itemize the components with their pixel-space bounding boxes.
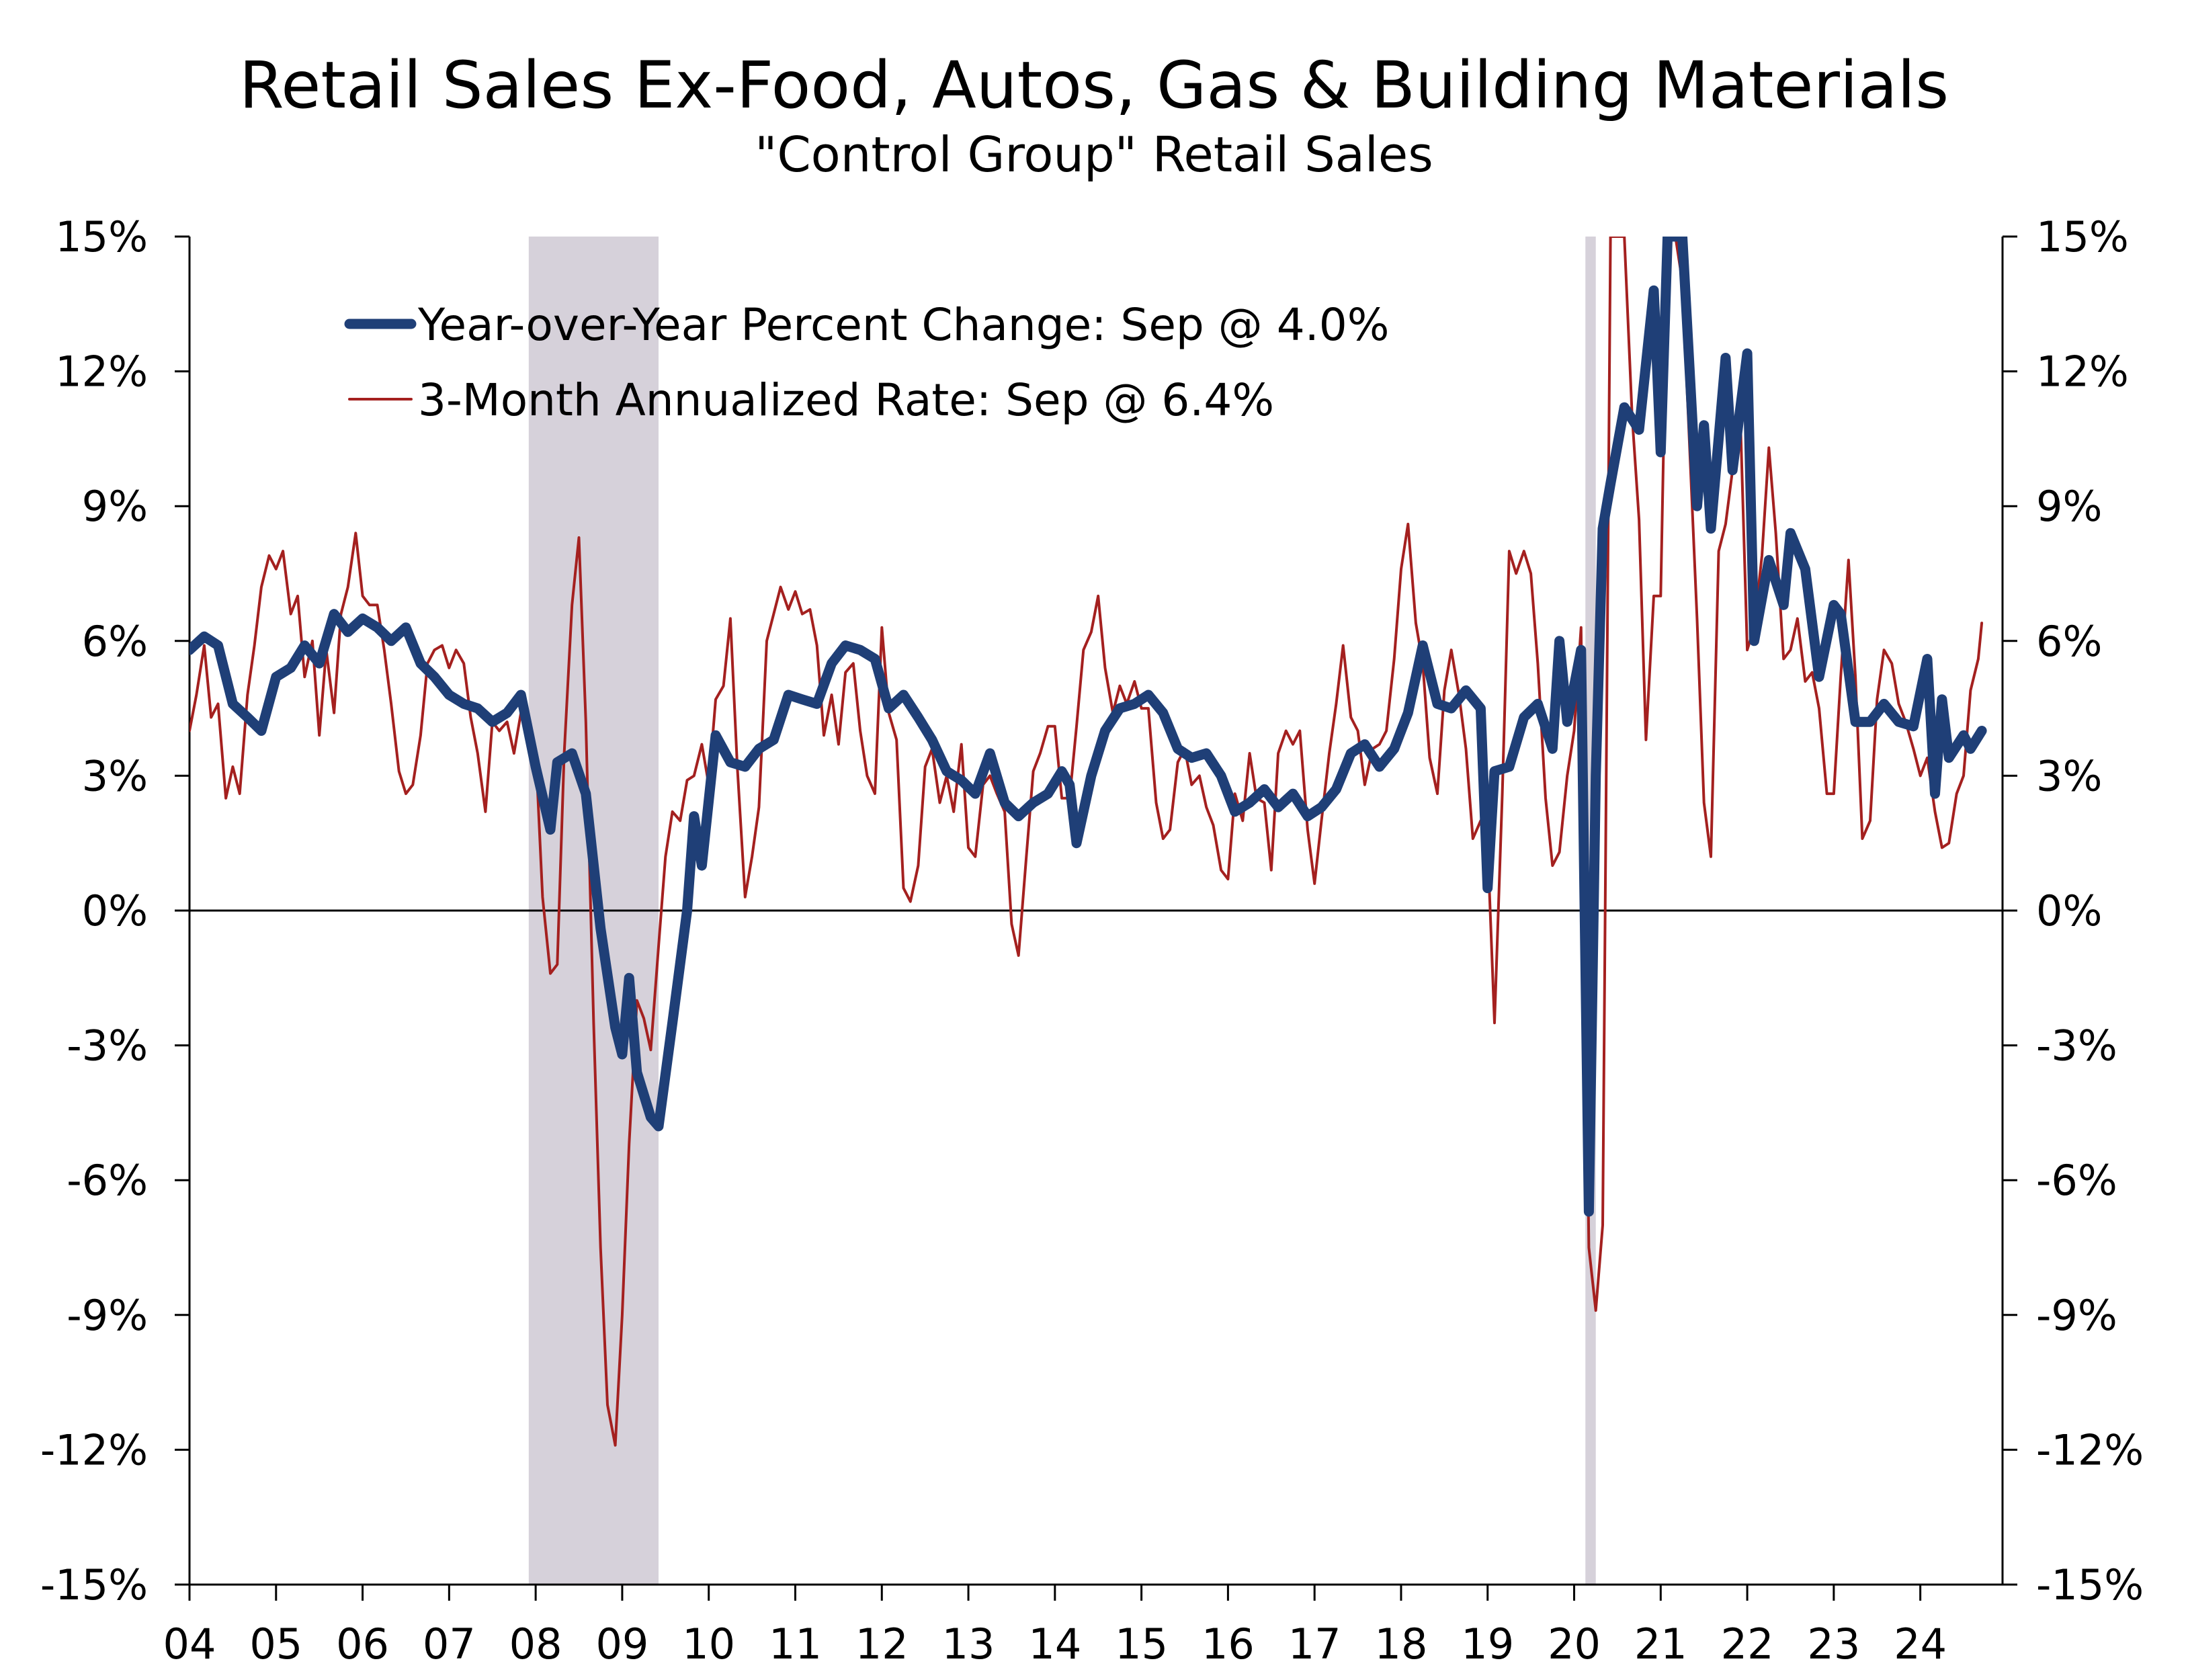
y-tick-label-left: -9% xyxy=(67,1291,148,1340)
x-tick-label: 06 xyxy=(336,1620,389,1669)
y-tick-label-right: 9% xyxy=(2036,482,2102,531)
y-tick-label-right: -3% xyxy=(2036,1021,2117,1070)
x-tick-label: 13 xyxy=(942,1620,995,1669)
y-tick-label-left: 6% xyxy=(82,617,148,666)
y-tick-label-left: 15% xyxy=(55,212,148,261)
x-tick-label: 16 xyxy=(1202,1620,1255,1669)
y-tick-label-left: -12% xyxy=(40,1425,148,1474)
x-tick-label: 12 xyxy=(855,1620,909,1669)
series-lines xyxy=(190,237,1987,1447)
x-tick-label: 19 xyxy=(1461,1620,1514,1669)
y-tick-label-left: -3% xyxy=(67,1021,148,1070)
legend: Year-over-Year Percent Change: Sep @ 4.0… xyxy=(344,299,1389,426)
x-tick-label: 22 xyxy=(1721,1620,1774,1669)
x-tick-label: 11 xyxy=(769,1620,822,1669)
x-tick-label: 24 xyxy=(1894,1620,1947,1669)
chart-title: Retail Sales Ex-Food, Autos, Gas & Build… xyxy=(239,48,1949,123)
y-tick-label-left: 9% xyxy=(82,482,148,531)
x-tick-label: 17 xyxy=(1288,1620,1341,1669)
x-tick-label: 20 xyxy=(1548,1620,1601,1669)
legend-label-1: Year-over-Year Percent Change: Sep @ 4.0… xyxy=(417,299,1389,351)
x-tick-label: 15 xyxy=(1115,1620,1168,1669)
chart-subtitle: "Control Group" Retail Sales xyxy=(755,126,1433,183)
x-tick-label: 23 xyxy=(1807,1620,1860,1669)
y-tick-label-right: 15% xyxy=(2036,212,2129,261)
axes: -15% -15% -12% -12% -9% -9% -6% -6% -3% -3% 0% 0% 3%… xyxy=(40,212,2144,1669)
x-tick-label: 08 xyxy=(509,1620,562,1669)
x-tick-label: 10 xyxy=(682,1620,735,1669)
x-tick-label: 04 xyxy=(163,1620,216,1669)
y-tick-label-left: 3% xyxy=(82,751,148,800)
y-tick-label-right: -6% xyxy=(2036,1156,2117,1205)
y-tick-label-right: -12% xyxy=(2036,1425,2144,1474)
x-tick-label: 14 xyxy=(1028,1620,1081,1669)
y-tick-label-right: 3% xyxy=(2036,751,2102,800)
y-tick-label-right: -15% xyxy=(2036,1560,2144,1609)
legend-label-2: 3-Month Annualized Rate: Sep @ 6.4% xyxy=(418,374,1274,426)
y-tick-label-left: -15% xyxy=(40,1560,148,1609)
x-tick-label: 05 xyxy=(249,1620,302,1669)
series-line-yoy xyxy=(190,237,1987,1217)
y-tick-label-right: 6% xyxy=(2036,617,2102,666)
x-tick-label: 09 xyxy=(595,1620,648,1669)
y-tick-label-right: 0% xyxy=(2036,886,2102,935)
y-tick-label-left: 0% xyxy=(82,886,148,935)
y-tick-label-left: 12% xyxy=(55,347,148,396)
y-tick-label-left: -6% xyxy=(67,1156,148,1205)
x-tick-label: 21 xyxy=(1634,1620,1687,1669)
y-tick-label-right: 12% xyxy=(2036,347,2129,396)
x-tick-label: 18 xyxy=(1375,1620,1428,1669)
x-tick-label: 07 xyxy=(423,1620,476,1669)
y-tick-label-right: -9% xyxy=(2036,1291,2117,1340)
